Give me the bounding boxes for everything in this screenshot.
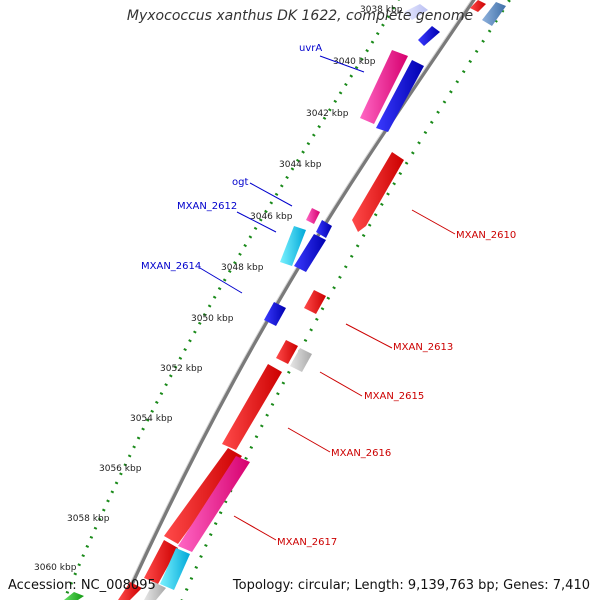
tick-label: 3060 kbp [34,563,77,573]
leader-line [199,267,243,294]
forward-gene-labels: uvrA ogt MXAN_2612 MXAN_2614 [141,43,365,294]
gene-MXAN-2610-red [352,152,404,232]
inner-tick-ring [180,0,512,600]
gene-blue-c [316,220,332,238]
genome-backbone-highlight [122,0,472,600]
leader-line [319,371,363,397]
leader-line [249,182,293,207]
gene-label-MXAN-2615[interactable]: MXAN_2615 [364,391,424,402]
accession-text: Accession: NC_008095 [8,578,156,593]
gene-MXAN-2617-magenta [178,456,250,552]
genome-summary-text: Topology: circular; Length: 9,139,763 bp… [232,578,590,593]
leader-line [236,211,277,233]
leader-line [233,515,277,541]
gene-bottom-red-b [118,582,142,600]
gene-bottom-grey [144,582,166,600]
gene-MXAN-2612-blue [294,234,326,272]
gene-label-MXAN-2614[interactable]: MXAN_2614 [141,261,201,272]
tick-label: 3038 kbp [360,5,403,15]
tick-label: 3044 kbp [279,160,322,170]
gene-bottom-red [144,540,178,584]
map-title: Myxococcus xanthus DK 1622, complete gen… [126,8,474,24]
gene-label-MXAN-2617[interactable]: MXAN_2617 [277,537,337,548]
gene-ogt-magenta [306,208,320,224]
tick-label: 3056 kbp [99,464,142,474]
gene-label-uvrA[interactable]: uvrA [299,43,322,54]
reverse-gene-labels: MXAN_2610 MXAN_2613 MXAN_2615 MXAN_2616 … [233,209,516,548]
leader-line [287,427,331,453]
gene-MXAN-2616-red [222,364,282,450]
tick-label: 3040 kbp [333,57,376,67]
gene-top-lavender [404,4,428,20]
tick-label: 3058 kbp [67,514,110,524]
gene-label-MXAN-2612[interactable]: MXAN_2612 [177,201,237,212]
gene-top-steel [482,2,506,26]
tick-label: 3052 kbp [160,364,203,374]
gene-label-MXAN-2616[interactable]: MXAN_2616 [331,448,391,459]
gene-MXAN-2612-cyan [280,226,306,266]
gene-uvrA-magenta [360,50,408,124]
outer-tick-ring [62,0,400,600]
tick-label: 3046 kbp [250,212,293,222]
gene-MXAN-2617-red [164,448,242,544]
gene-label-MXAN-2613[interactable]: MXAN_2613 [393,342,453,353]
gene-MXAN-2614-blue [264,302,286,326]
tick-label: 3054 kbp [130,414,173,424]
gene-MXAN-2613-red [304,290,326,314]
gene-top-blue-a [418,26,440,46]
leader-line [319,55,365,73]
gene-blue-b [376,60,424,132]
leader-line [345,323,393,349]
gene-label-MXAN-2610[interactable]: MXAN_2610 [456,230,516,241]
tick-label: 3042 kbp [306,109,349,119]
tick-label: 3048 kbp [221,263,264,273]
gene-bottom-green [64,592,84,600]
gene-top-red [470,0,486,12]
genome-backbone [122,0,476,600]
gene-MXAN-2615-grey [290,348,312,372]
gene-label-ogt[interactable]: ogt [232,177,248,188]
tick-label: 3050 kbp [191,314,234,324]
tick-labels: 3038 kbp 3040 kbp 3042 kbp 3044 kbp 3046… [34,5,403,573]
leader-line [411,209,456,235]
gene-red-d [276,340,298,364]
gene-bottom-cyan [160,548,190,590]
